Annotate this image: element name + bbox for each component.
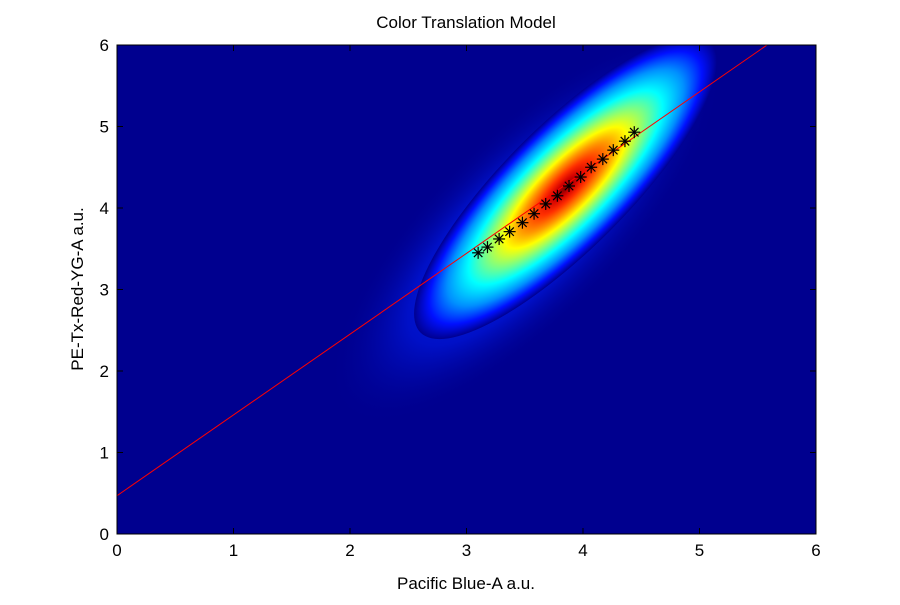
bin-median-point	[563, 179, 576, 192]
y-axis-label: PE-Tx-Red-YG-A a.u.	[68, 207, 87, 370]
density-heatmap	[329, 45, 722, 424]
x-tick-label: 3	[462, 541, 471, 560]
density-core	[414, 45, 717, 340]
x-axis-ticks: 0 1 2 3 4 5 6	[112, 45, 821, 560]
bin-median-point	[539, 197, 552, 210]
bin-median-point	[528, 207, 541, 220]
chart-title: Color Translation Model	[376, 13, 556, 32]
bin-median-point	[472, 246, 485, 259]
bin-median-point	[585, 161, 598, 174]
x-tick-label: 1	[229, 541, 238, 560]
bin-median-point	[481, 241, 494, 254]
y-tick-label: 0	[100, 525, 109, 544]
fit-line-group	[117, 45, 768, 497]
x-tick-label: 5	[695, 541, 704, 560]
fit-line	[117, 45, 768, 497]
x-axis-label: Pacific Blue-A a.u.	[397, 574, 535, 593]
y-tick-label: 4	[100, 199, 109, 218]
bin-median-markers	[472, 126, 641, 259]
bin-median-point	[551, 189, 564, 202]
y-tick-label: 1	[100, 444, 109, 463]
bin-median-point	[493, 232, 506, 245]
x-tick-label: 6	[811, 541, 820, 560]
bin-median-point	[503, 225, 516, 238]
y-tick-label: 5	[100, 118, 109, 137]
y-tick-label: 2	[100, 362, 109, 381]
x-tick-label: 0	[112, 541, 121, 560]
bin-median-point	[574, 171, 587, 184]
bin-median-point	[628, 126, 641, 139]
y-axis-ticks: 0 1 2 3 4 5 6	[100, 36, 816, 544]
bin-median-point	[618, 135, 631, 148]
bin-median-point	[516, 216, 529, 229]
bin-median-point	[596, 153, 609, 166]
y-tick-label: 6	[100, 36, 109, 55]
x-tick-label: 2	[345, 541, 354, 560]
bin-median-point	[607, 144, 620, 157]
y-tick-label: 3	[100, 281, 109, 300]
x-tick-label: 4	[578, 541, 587, 560]
